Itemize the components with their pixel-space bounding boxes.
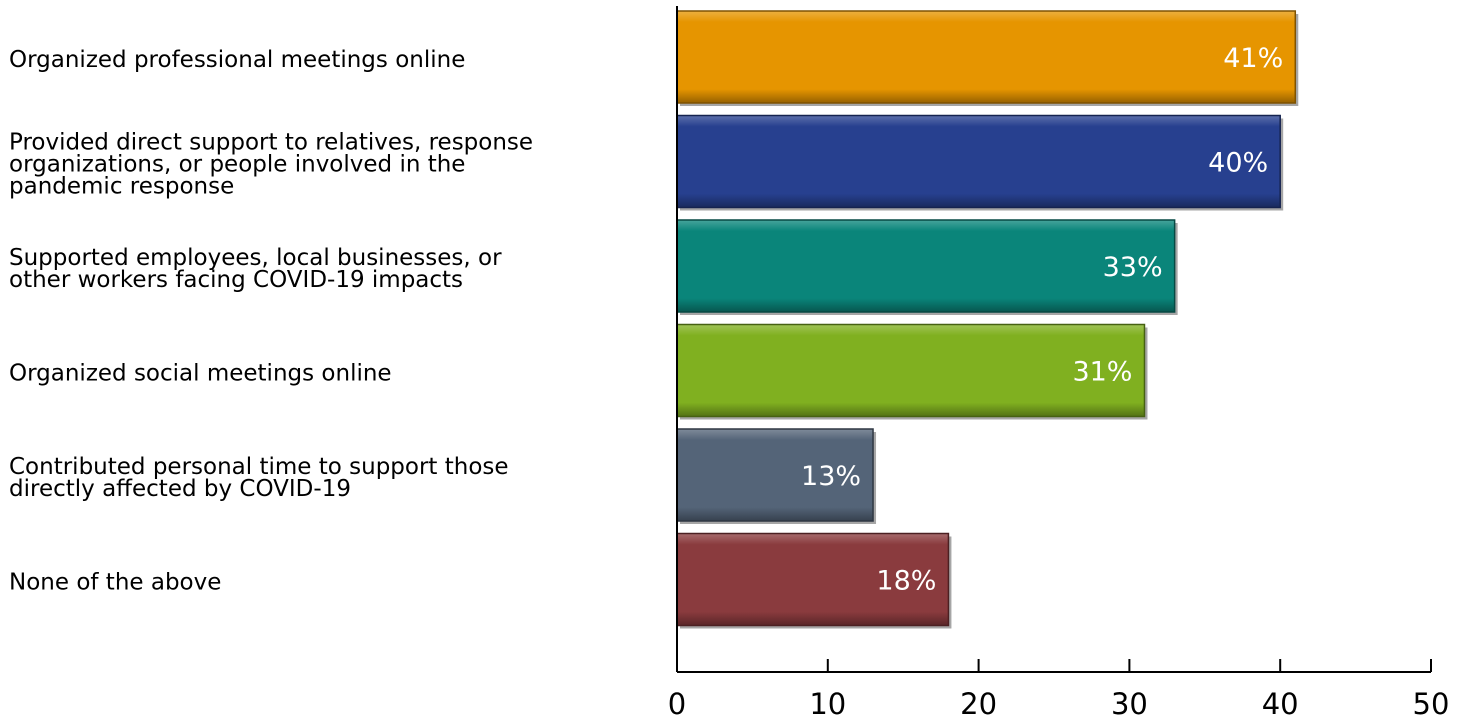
category-label: None of the above [9,570,221,596]
x-tick-label: 30 [1111,687,1148,721]
x-tick-label: 50 [1413,687,1450,721]
category-label: Organized social meetings online [9,361,392,387]
bar-value-label: 13% [801,461,861,492]
category-label: Organized professional meetings online [9,47,465,73]
x-tick-label: 0 [668,687,686,721]
bar-value-label: 40% [1208,148,1268,179]
x-axis: 0 10 20 30 40 50 [668,6,1450,721]
bar [676,10,1297,104]
bar-value-label: 41% [1223,43,1283,74]
bar [676,323,1146,418]
category-label: Supported employees, local businesses, o… [9,245,502,293]
x-tick-label: 10 [809,687,846,721]
bar [676,219,1176,313]
bar-value-label: 31% [1072,357,1132,388]
bar [676,428,874,522]
category-labels: Organized professional meetings online Pr… [9,47,533,596]
bar [676,114,1281,209]
category-label: Provided direct support to relatives, re… [9,130,533,200]
bar-value-label: 33% [1103,252,1163,283]
bar-value-label: 18% [876,566,936,597]
bar [676,532,950,627]
bars-layer: 41% 40% 33% 31% 13% 18% [676,10,1299,629]
x-tick-label: 40 [1262,687,1299,721]
category-label: Contributed personal time to support tho… [9,454,509,502]
x-tick-label: 20 [960,687,997,721]
